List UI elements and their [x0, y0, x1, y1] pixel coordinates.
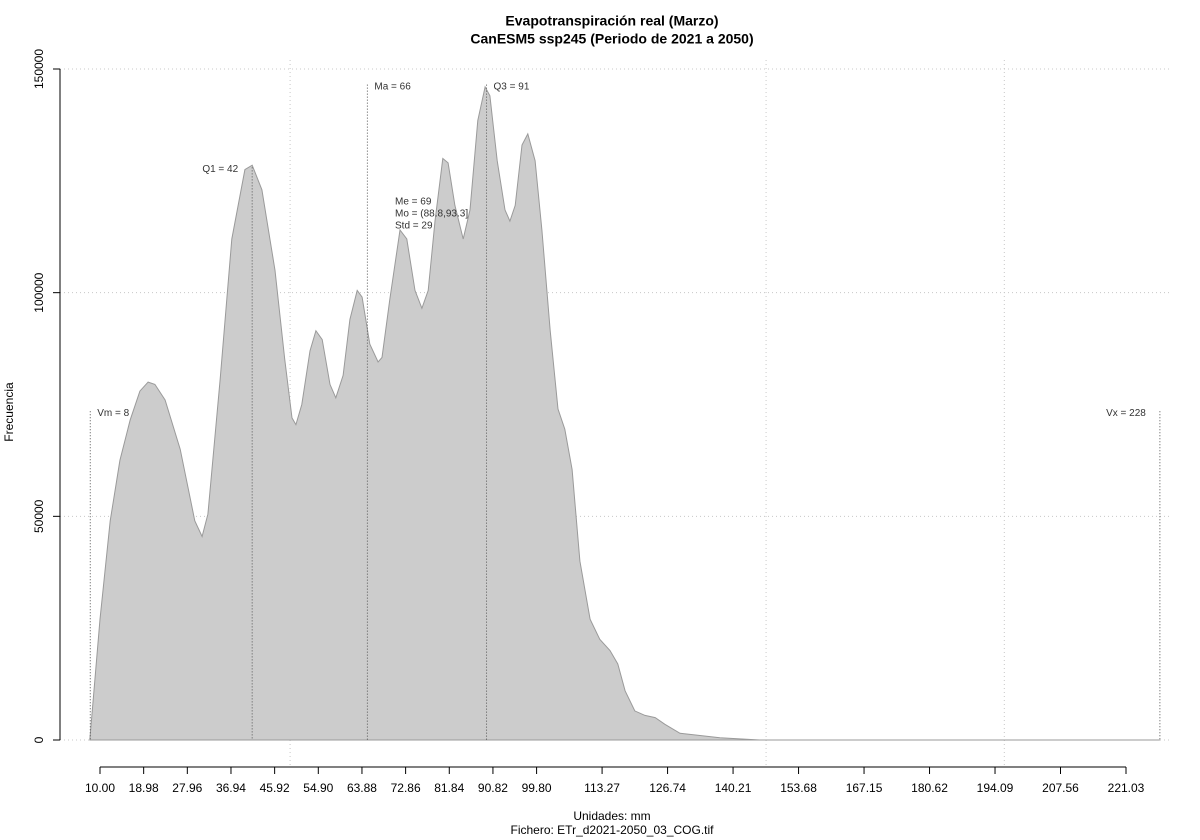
stat-label: Std = 29 [395, 221, 433, 232]
x-tick-label: 72.86 [391, 781, 421, 795]
x-tick-label: 180.62 [911, 781, 948, 795]
x-tick-label: 27.96 [172, 781, 202, 795]
x-tick-label: 10.00 [85, 781, 115, 795]
marker-label: Ma = 66 [374, 81, 411, 92]
stat-label: Mo = (88.8,93.3] [395, 209, 468, 220]
x-axis-label: Unidades: mm [573, 809, 650, 823]
x-tick-label: 36.94 [216, 781, 246, 795]
x-tick-label: 63.88 [347, 781, 377, 795]
x-tick-label: 113.27 [584, 781, 620, 795]
chart-subtitle: CanESM5 ssp245 (Periodo de 2021 a 2050) [470, 31, 753, 47]
x-tick-label: 45.92 [260, 781, 290, 795]
x-tick-label: 167.15 [846, 781, 883, 795]
marker-label: Q3 = 91 [494, 81, 530, 92]
x-tick-label: 99.80 [522, 781, 552, 795]
x-tick-label: 194.09 [977, 781, 1014, 795]
stat-label: Me = 69 [395, 197, 432, 208]
caption: Fichero: ETr_d2021-2050_03_COG.tif [511, 823, 715, 837]
y-tick-label: 150000 [32, 49, 46, 89]
x-tick-label: 126.74 [649, 781, 686, 795]
marker-label: Q1 = 42 [202, 164, 238, 175]
x-tick-label: 221.03 [1108, 781, 1145, 795]
x-tick-label: 140.21 [715, 781, 752, 795]
x-tick-label: 81.84 [434, 781, 464, 795]
area [89, 85, 1160, 741]
y-tick-label: 0 [32, 736, 46, 743]
x-tick-label: 54.90 [303, 781, 333, 795]
marker-label: Vx = 228 [1106, 408, 1146, 419]
x-tick-label: 18.98 [129, 781, 159, 795]
marker-label: Vm = 8 [97, 408, 129, 419]
chart-title: Evapotranspiración real (Marzo) [505, 13, 718, 29]
y-axis-label: Frecuencia [2, 382, 16, 442]
x-tick-label: 90.82 [478, 781, 508, 795]
x-tick-label: 153.68 [780, 781, 817, 795]
x-tick-label: 207.56 [1042, 781, 1079, 795]
y-tick-label: 100000 [32, 272, 46, 312]
y-tick-label: 50000 [32, 499, 46, 533]
